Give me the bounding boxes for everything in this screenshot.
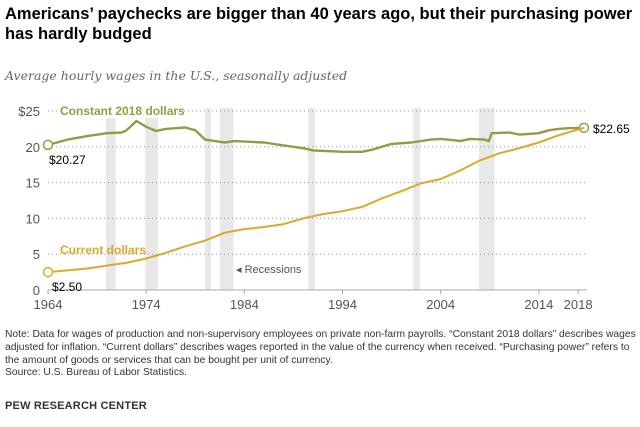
constant-series-label: Constant 2018 dollars [60,104,185,118]
brand-logo-text: PEW RESEARCH CENTER [5,400,147,412]
constant-start-label: $20.27 [49,153,86,167]
y-tick-label: 10 [26,211,40,226]
series-label-bg [58,103,182,118]
x-tick-label: 2004 [426,297,455,312]
x-tick-label: 2014 [524,297,553,312]
y-tick-label: $25 [18,104,40,119]
constant-dollars-line [47,119,585,153]
x-tick-label: 1974 [132,297,161,312]
y-tick-label: 0 [33,283,40,298]
current-start-marker [42,266,54,278]
current-dollars-line [47,126,585,274]
y-tick-label: 15 [26,176,40,191]
recession-band [308,108,316,290]
chart-title: Americans’ paychecks are bigger than 40 … [5,5,633,43]
recessions-label: ◂ Recessions [236,264,302,276]
recession-band [219,108,234,290]
x-tick-label: 1964 [34,297,63,312]
current-start-label: $2.50 [52,280,82,294]
line-chart: 0 5 10 15 20 $25 1964 1974 1984 1994 2004 2014 2018 ◂… [18,103,630,312]
x-tick-label: 2018 [564,297,593,312]
x-tick-label: 1984 [230,297,259,312]
current-series-label: Current dollars [60,243,146,257]
chart-source: Source: U.S. Bureau of Labor Statistics. [5,367,188,378]
x-tick-label: 1994 [328,297,357,312]
recession-band [413,108,421,290]
chart-subtitle: Average hourly wages in the U.S., season… [5,68,348,83]
y-tick-label: 20 [26,140,40,155]
constant-start-marker [42,139,54,151]
recession-band [105,108,116,290]
recession-band [478,108,495,290]
recession-band [205,108,211,290]
chart-note: Note: Data for wages of production and n… [5,329,636,366]
y-tick-label: 5 [33,247,40,262]
recession-band [145,108,158,290]
constant-end-label: $22.65 [593,122,630,136]
